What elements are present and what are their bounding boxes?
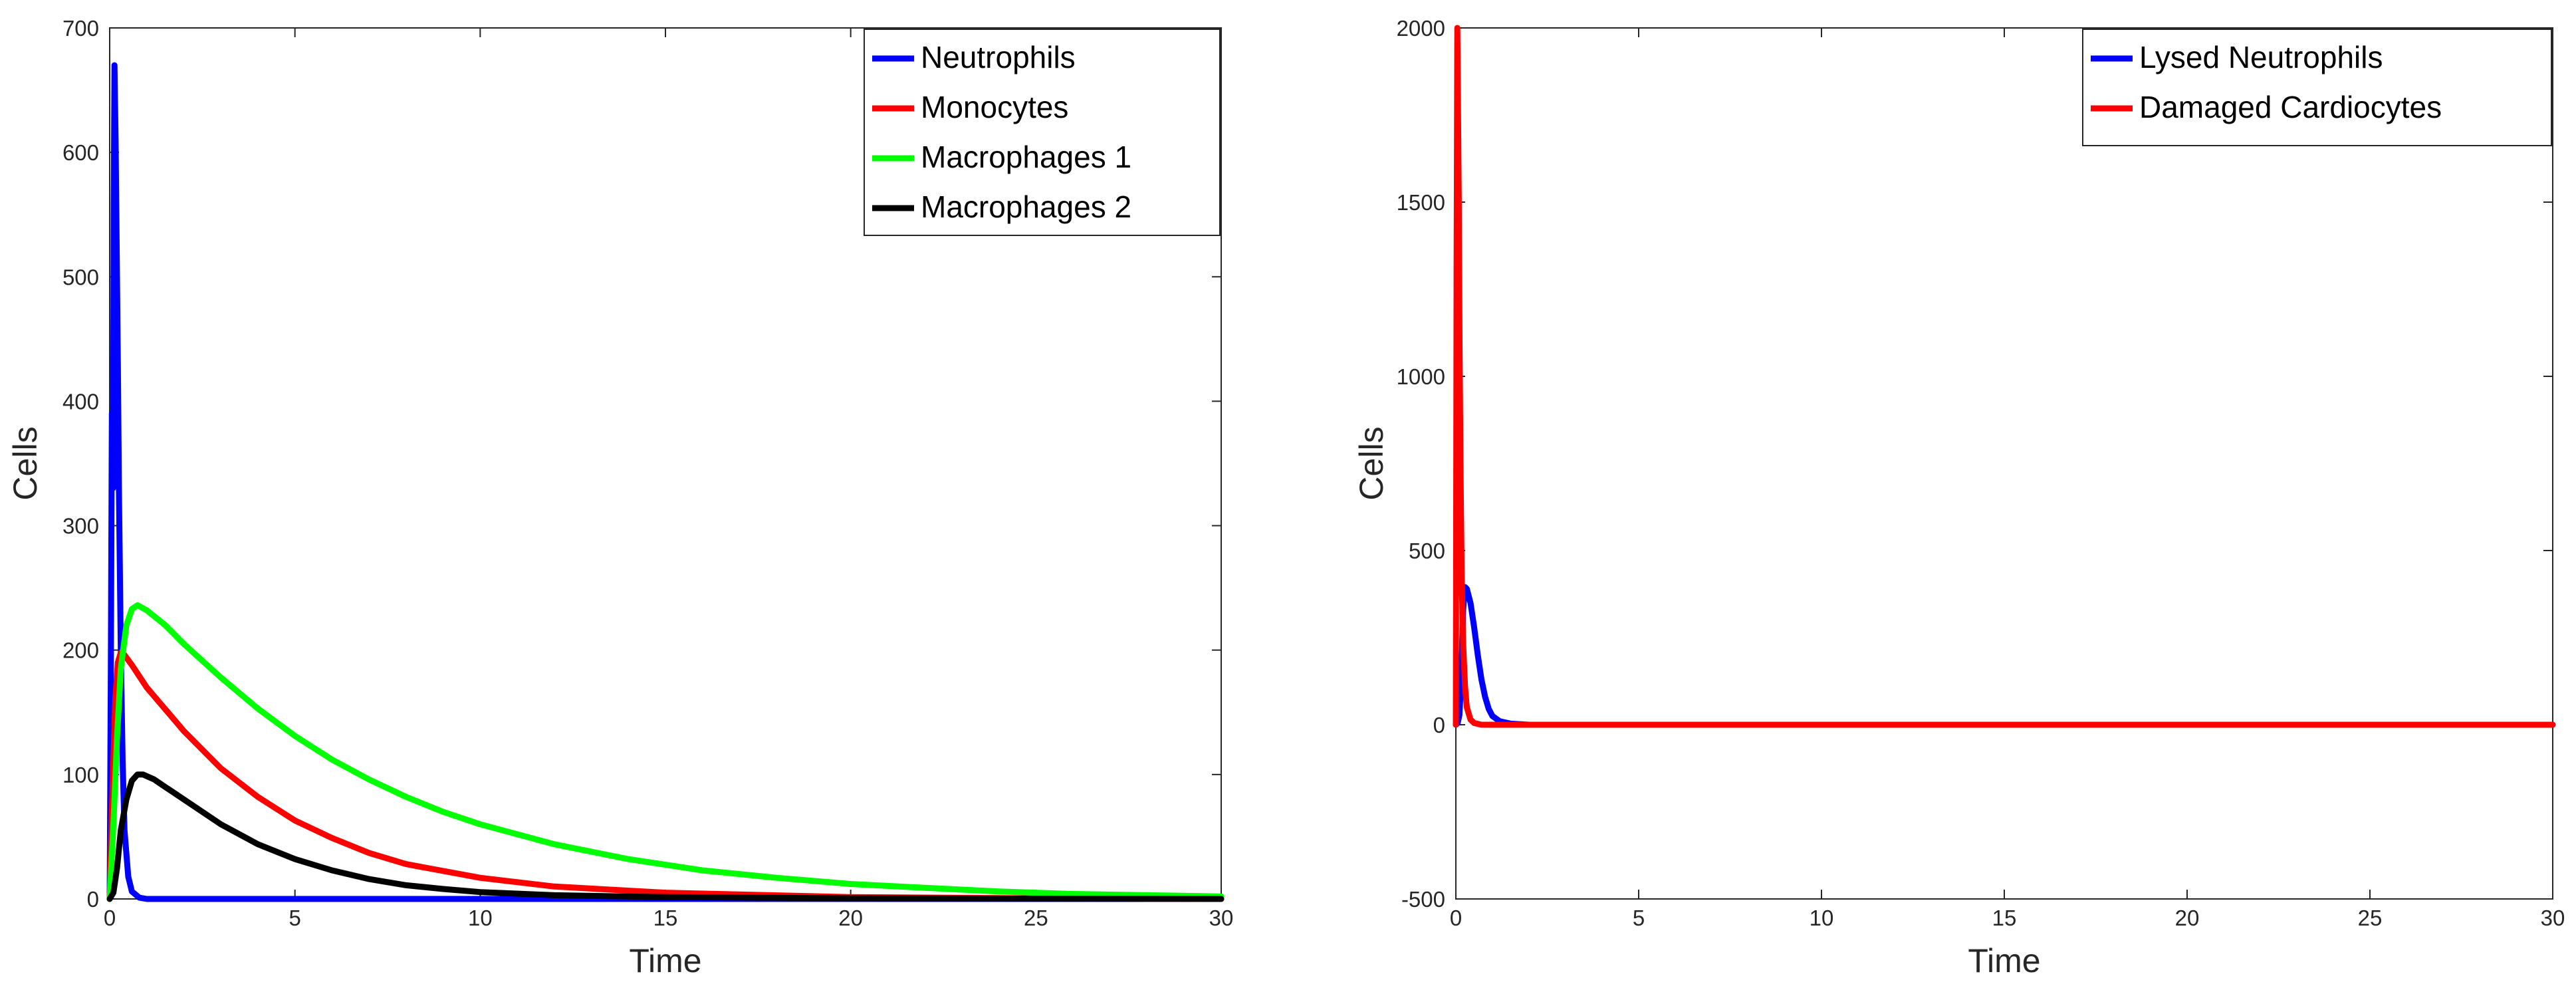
- y-tick-label: 500: [62, 265, 99, 289]
- x-tick-label: 15: [653, 906, 678, 930]
- y-tick-label: 100: [62, 763, 99, 787]
- y-tick-label: 600: [62, 140, 99, 165]
- y-tick-label: 2000: [1397, 16, 1445, 41]
- y-tick-label: 1000: [1397, 364, 1445, 389]
- legend-label-1: Damaged Cardiocytes: [2139, 90, 2442, 124]
- legend-label-3: Macrophages 2: [921, 189, 1131, 224]
- x-tick-label: 20: [2175, 906, 2200, 930]
- y-tick-label: 300: [62, 514, 99, 539]
- legend-label-2: Macrophages 1: [921, 140, 1131, 174]
- x-tick-label: 5: [289, 906, 300, 930]
- x-tick-label: 5: [1633, 906, 1645, 930]
- legend: [864, 29, 1221, 236]
- x-tick-label: 10: [468, 906, 493, 930]
- series-line-0: [1453, 584, 2556, 728]
- x-axis-label: Time: [629, 942, 701, 979]
- right-chart: 0 5 10 15 20 25 30-5000500100015002000TimeCell…: [1353, 16, 2565, 979]
- y-axis-label: Cells: [1353, 426, 1390, 500]
- y-tick-label: 700: [62, 16, 99, 41]
- series-line-1: [106, 650, 1225, 902]
- series-line-2: [106, 602, 1225, 902]
- y-tick-label: 500: [1409, 539, 1445, 563]
- x-tick-label: 10: [1810, 906, 1834, 930]
- y-tick-label: 0: [1433, 713, 1445, 737]
- x-tick-label: 20: [838, 906, 863, 930]
- y-tick-label: 0: [87, 887, 99, 912]
- left-chart: 0 5 10 15 20 25 300100200300400500600700TimeCe…: [7, 16, 1233, 979]
- series-line-0: [106, 62, 1225, 902]
- y-axis-label: Cells: [7, 426, 44, 500]
- x-tick-label: 0: [104, 906, 116, 930]
- series-line-3: [106, 771, 1225, 902]
- x-tick-label: 25: [1024, 906, 1048, 930]
- x-tick-label: 30: [1209, 906, 1234, 930]
- y-tick-label: 1500: [1397, 190, 1445, 215]
- y-tick-label: -500: [1401, 887, 1445, 912]
- x-tick-label: 30: [2541, 906, 2565, 930]
- legend-label-0: Neutrophils: [921, 40, 1076, 74]
- plot-area: [1455, 27, 2553, 900]
- x-tick-label: 0: [1450, 906, 1462, 930]
- series-line-1: [1453, 25, 2556, 728]
- x-tick-label: 25: [2358, 906, 2383, 930]
- y-tick-label: 200: [62, 638, 99, 663]
- y-tick-label: 400: [62, 389, 99, 414]
- x-tick-label: 15: [1992, 906, 2017, 930]
- legend-label-0: Lysed Neutrophils: [2139, 40, 2383, 74]
- legend: [2082, 29, 2552, 146]
- x-axis-label: Time: [1968, 942, 2040, 979]
- legend-label-1: Monocytes: [921, 90, 1068, 124]
